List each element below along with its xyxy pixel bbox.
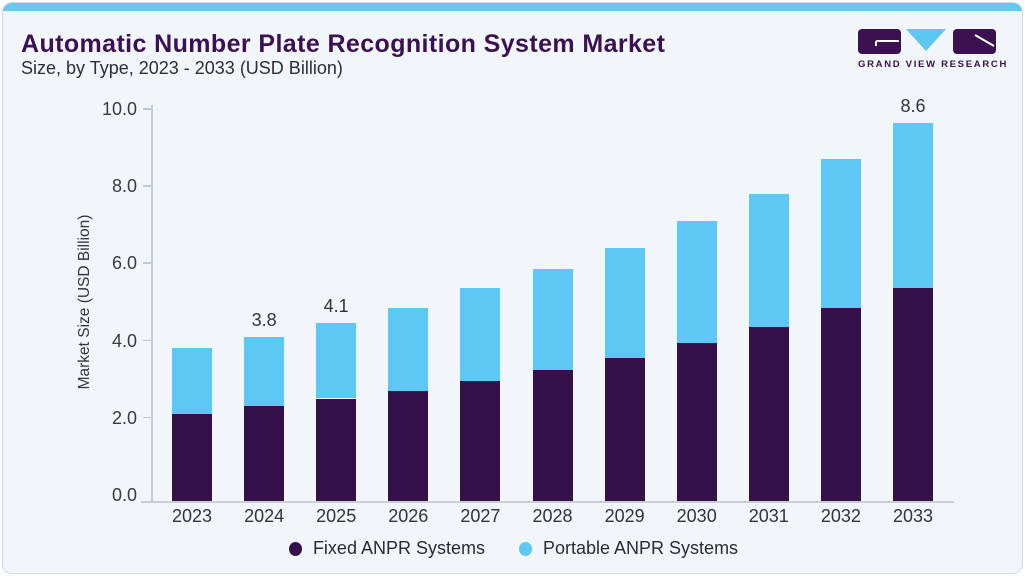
bar-segment-portable-2026: [388, 307, 429, 391]
legend-item: Portable ANPR Systems: [518, 538, 739, 559]
bar-segment-fixed-2028: [532, 369, 573, 501]
bar-segment-fixed-2023: [172, 413, 212, 501]
y-tick-mark: [143, 185, 151, 187]
x-category-label-2033: 2033: [892, 506, 934, 526]
bar-segment-portable-2031: [748, 193, 789, 328]
bar-segment-portable-2025: [316, 323, 357, 399]
y-tick-mark: [143, 339, 151, 342]
bar-segment-fixed-2027: [460, 381, 501, 501]
legend-swatch-icon: [518, 541, 532, 556]
x-category-label-2032: 2032: [820, 506, 861, 526]
bar-segment-fixed-2030: [676, 342, 717, 501]
bar-segment-fixed-2024: [244, 406, 285, 501]
bar-segment-fixed-2032: [820, 307, 861, 501]
bar-segment-portable-2033: [893, 122, 933, 289]
logo-v-icon: [906, 29, 946, 51]
x-category-label-2029: 2029: [604, 506, 645, 526]
legend-item: Fixed ANPR Systems: [288, 538, 485, 559]
y-tick-label: 8.0: [111, 176, 137, 197]
x-axis-line: [141, 501, 954, 503]
x-category-label-2031: 2031: [748, 506, 789, 526]
x-category-label-2027: 2027: [460, 506, 501, 526]
y-tick-mark: [143, 108, 151, 110]
top-accent-bar: [3, 3, 1022, 11]
x-category-label-2030: 2030: [676, 506, 717, 526]
legend-label: Portable ANPR Systems: [542, 538, 739, 558]
y-tick-label: 4.0: [111, 330, 137, 351]
gvr-logo-shapes: [858, 29, 1008, 54]
y-tick-mark: [143, 416, 151, 419]
bar-segment-portable-2027: [460, 288, 501, 382]
page-title: Automatic Number Plate Recognition Syste…: [21, 30, 666, 58]
x-category-label-2023: 2023: [171, 506, 213, 526]
bar-segment-portable-2032: [820, 159, 861, 308]
bar-segment-portable-2024: [244, 336, 285, 407]
logo-g-icon: [858, 29, 901, 54]
y-tick-label: 6.0: [111, 253, 137, 274]
page-subtitle: Size, by Type, 2023 - 2033 (USD Billion): [21, 58, 343, 78]
bar-segment-fixed-2025: [316, 398, 357, 501]
bar-segment-fixed-2026: [388, 390, 429, 501]
bar-segment-portable-2028: [532, 269, 573, 370]
y-tick-label: 10.0: [101, 99, 137, 119]
y-tick-label: 2.0: [111, 407, 137, 428]
chart-legend: Fixed ANPR Systems Portable ANPR Systems: [3, 538, 1022, 559]
y-axis-title: Market Size (USD Billion): [76, 214, 93, 390]
bar-value-label-2025: 4.1: [323, 296, 349, 317]
y-tick-mark: [143, 262, 151, 264]
logo-r-icon: [953, 29, 996, 54]
bar-segment-portable-2030: [676, 220, 717, 343]
bar-segment-portable-2023: [172, 348, 212, 414]
bar-segment-fixed-2029: [604, 357, 645, 501]
bar-segment-fixed-2033: [893, 288, 933, 501]
logo-brand-text: GRAND VIEW RESEARCH: [858, 59, 1009, 70]
bar-segment-fixed-2031: [748, 327, 789, 501]
x-category-label-2026: 2026: [388, 506, 429, 526]
legend-swatch-icon: [288, 541, 302, 556]
gvr-logo: GRAND VIEW RESEARCH: [858, 29, 1008, 70]
bar-value-label-2033: 8.6: [900, 95, 926, 116]
y-axis-line: [151, 105, 153, 503]
x-category-label-2028: 2028: [532, 506, 573, 526]
legend-label: Fixed ANPR Systems: [312, 538, 485, 558]
x-category-label-2025: 2025: [316, 506, 357, 526]
y-tick-label: 0.0: [111, 485, 137, 505]
bar-value-label-2024: 3.8: [251, 309, 277, 330]
bar-segment-portable-2029: [604, 247, 645, 358]
x-category-label-2024: 2024: [244, 506, 285, 526]
